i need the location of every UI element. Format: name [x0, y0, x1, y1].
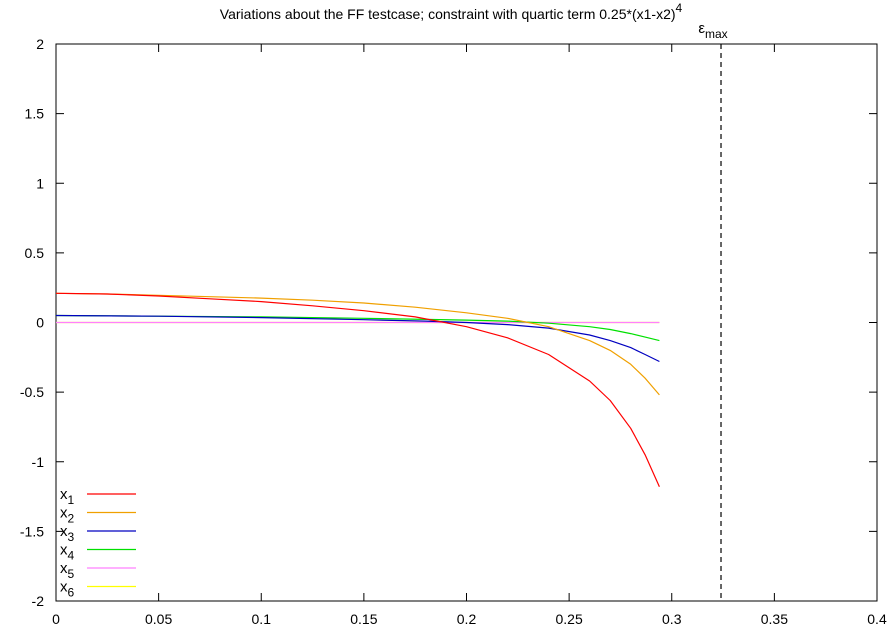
y-tick-label: 0: [36, 315, 44, 331]
y-axis-ticks: -2 -1.5 -1 -0.5 0 0.5 1 1.5 2: [20, 36, 877, 609]
epsilon-max-label-sub: max: [705, 27, 728, 41]
epsilon-max-label-base: ε: [698, 20, 705, 37]
x-tick-label: 0.1: [252, 611, 272, 627]
legend-label-x5: x5: [60, 560, 75, 581]
x-tick-label: 0.25: [556, 611, 583, 627]
x-tick-label: 0.2: [457, 611, 477, 627]
x-tick-label: 0.3: [662, 611, 682, 627]
chart-title-main: Variations about the FF testcase; constr…: [220, 6, 676, 22]
legend-label-x2: x2: [60, 505, 75, 526]
x-tick-label: 0.05: [145, 611, 172, 627]
x-tick-label: 0.35: [761, 611, 788, 627]
legend-label-x3: x3: [60, 523, 75, 544]
y-tick-label: 1: [36, 175, 44, 191]
series-line-x3: [55, 314, 660, 363]
y-tick-label: -1.5: [20, 523, 44, 539]
y-tick-label: 2: [36, 36, 44, 52]
y-tick-label: -0.5: [20, 384, 44, 400]
legend-label-x1: x1: [60, 486, 75, 507]
x-tick-label: 0.4: [867, 611, 887, 627]
y-tick-label: 0.5: [25, 245, 45, 261]
legend-label-x6: x6: [60, 579, 75, 600]
chart-title-exponent: 4: [676, 1, 683, 15]
series-line-x2: [55, 292, 660, 396]
epsilon-max-label: εmax: [698, 20, 727, 41]
x-tick-label: 0.15: [350, 611, 377, 627]
series-line-x4: [55, 314, 660, 342]
series-layer: [55, 292, 660, 488]
x-axis-ticks: 0 0.05 0.1 0.15 0.2 0.25 0.3 0.35 0.4: [52, 44, 887, 627]
legend-label-x4: x4: [60, 542, 75, 563]
series-line-x1: [55, 292, 660, 488]
chart-title: Variations about the FF testcase; constr…: [220, 1, 683, 22]
x-tick-label: 0: [52, 611, 60, 627]
y-tick-label: 1.5: [25, 106, 45, 122]
y-tick-label: -2: [32, 593, 45, 609]
y-tick-label: -1: [32, 454, 45, 470]
